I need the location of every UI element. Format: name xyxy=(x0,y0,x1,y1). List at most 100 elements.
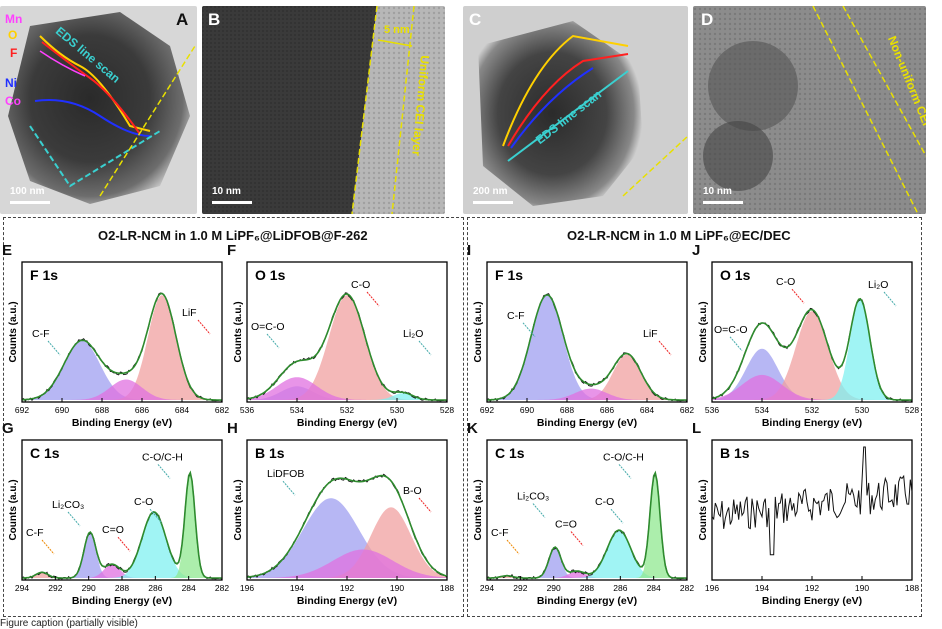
xps-plot-g: C 1s 294 292 290 288 286 284 282 Binding Energy … xyxy=(8,439,229,607)
xps-plot-e: F 1s 692 690 688 686 684 682 Binding Energy (eV… xyxy=(8,261,229,429)
x-tick-label: 294 xyxy=(15,583,29,593)
x-tick-label: 534 xyxy=(755,405,769,415)
scale-label-a: 100 nm xyxy=(10,186,45,197)
peak-pointer xyxy=(67,511,81,527)
xps-panel-f: F O 1s 536 534 532 530 528 Binding Energy (eV) C… xyxy=(227,242,457,432)
fit-peak-2 xyxy=(22,379,222,400)
x-tick-label: 528 xyxy=(440,405,454,415)
peak-label: O=C-O xyxy=(714,324,748,336)
xps-plot-k: C 1s 294 292 290 288 286 284 282 Binding Energy … xyxy=(473,439,694,607)
peak-pointer xyxy=(570,531,584,546)
x-tick-label: 688 xyxy=(95,405,109,415)
fit-envelope xyxy=(21,292,222,401)
peak-label: C=O xyxy=(555,519,577,531)
element-co: Co xyxy=(5,94,21,108)
peak-label: LiF xyxy=(182,307,197,319)
fit-peak-0 xyxy=(487,295,687,400)
x-axis-label: Binding Energy (eV) xyxy=(762,417,862,429)
peak-label: C-O/C-H xyxy=(603,451,644,463)
element-mn: Mn xyxy=(5,12,23,26)
peak-pointer xyxy=(532,503,546,518)
peak-pointer xyxy=(418,340,432,356)
tem-image-b xyxy=(202,6,445,214)
x-tick-label: 692 xyxy=(480,405,494,415)
xps-panel-h: H B 1s 196 194 192 190 188 Binding Energy (eV) C… xyxy=(227,420,457,610)
x-tick-label: 192 xyxy=(340,583,354,593)
x-tick-label: 188 xyxy=(905,583,919,593)
group-right xyxy=(467,217,922,617)
x-tick-label: 686 xyxy=(135,405,149,415)
x-tick-label: 190 xyxy=(390,583,404,593)
x-tick-label: 284 xyxy=(647,583,661,593)
core-level-label: B 1s xyxy=(720,445,750,461)
x-tick-label: 530 xyxy=(390,405,404,415)
y-axis-label: Counts (a.u.) xyxy=(698,479,709,540)
x-tick-label: 292 xyxy=(513,583,527,593)
x-axis-label: Binding Energy (eV) xyxy=(297,417,397,429)
fit-peak-2 xyxy=(487,388,687,400)
group-title-right: O2-LR-NCM in 1.0 M LiPF₆@EC/DEC xyxy=(567,228,791,243)
tem-image-a xyxy=(0,6,197,214)
group-title-left: O2-LR-NCM in 1.0 M LiPF₆@LiDFOB@F-262 xyxy=(98,228,368,243)
fit-envelope xyxy=(246,293,447,401)
xps-plot-l: B 1s 196 194 192 190 188 Binding Energy (eV) Co… xyxy=(698,439,919,607)
x-tick-label: 290 xyxy=(82,583,96,593)
x-axis-label: Binding Energy (eV) xyxy=(537,417,637,429)
core-level-label: C 1s xyxy=(495,445,525,461)
x-tick-label: 286 xyxy=(148,583,162,593)
peak-label: Li₂CO₃ xyxy=(517,491,549,503)
panel-letter-g: G xyxy=(2,420,14,437)
x-tick-label: 536 xyxy=(705,405,719,415)
fit-envelope xyxy=(246,474,448,578)
x-tick-label: 692 xyxy=(15,405,29,415)
plot-frame xyxy=(711,439,913,581)
panel-letter-e: E xyxy=(2,242,13,259)
peak-label: C-O xyxy=(351,279,370,291)
peak-label: B-O xyxy=(403,485,422,497)
peak-label: C-F xyxy=(32,328,50,340)
panel-letter-a: A xyxy=(176,10,189,29)
peak-pointer xyxy=(149,508,163,524)
x-tick-label: 288 xyxy=(115,583,129,593)
x-tick-label: 194 xyxy=(290,583,304,593)
y-axis-label: Counts (a.u.) xyxy=(473,479,484,540)
peak-pointer xyxy=(658,340,672,356)
peak-pointer xyxy=(883,291,897,307)
x-tick-label: 190 xyxy=(855,583,869,593)
peak-label: C-O xyxy=(134,496,153,508)
peak-label: Li₂O xyxy=(403,328,423,340)
x-tick-label: 682 xyxy=(680,405,694,415)
y-axis-label: Counts (a.u.) xyxy=(8,479,19,540)
panel-letter-d: D xyxy=(701,10,714,29)
tem-panel-d: D Non-uniform CEI 10 nm xyxy=(693,6,926,214)
x-tick-label: 532 xyxy=(340,405,354,415)
xps-plot-f: O 1s 536 534 532 530 528 Binding Energy (eV) Co… xyxy=(233,261,454,429)
xps-plot-h: B 1s 196 194 192 190 188 Binding Energy (eV) Co… xyxy=(233,439,454,607)
fit-peak-1 xyxy=(247,295,447,400)
x-tick-label: 690 xyxy=(520,405,534,415)
core-level-label: F 1s xyxy=(30,267,58,283)
x-tick-label: 688 xyxy=(560,405,574,415)
peak-pointer xyxy=(41,539,55,555)
fit-peak-1 xyxy=(712,311,912,400)
peak-label: C-O xyxy=(776,276,795,288)
peak-label: O=C-O xyxy=(251,321,285,333)
fit-envelope xyxy=(487,294,687,401)
x-tick-label: 284 xyxy=(182,583,196,593)
peak-label: C-F xyxy=(491,527,509,539)
peak-label: C-O xyxy=(595,496,614,508)
xps-panel-l: L B 1s 196 194 192 190 188 Binding Energy (eV) C… xyxy=(692,420,922,610)
peak-label: Li₂CO₃ xyxy=(52,499,84,511)
peak-pointer xyxy=(47,340,61,356)
peak-pointer xyxy=(418,497,432,513)
fit-peak-2 xyxy=(247,549,447,578)
scale-label-d: 10 nm xyxy=(703,186,732,197)
fit-peak-2 xyxy=(712,374,912,400)
x-tick-label: 684 xyxy=(175,405,189,415)
figure-caption: Figure caption (partially visible) xyxy=(0,618,138,629)
peak-pointer xyxy=(157,464,171,479)
x-axis-label: Binding Energy (eV) xyxy=(72,417,172,429)
core-level-label: C 1s xyxy=(30,445,60,461)
peak-pointer xyxy=(522,322,536,338)
peak-pointer xyxy=(197,319,211,335)
